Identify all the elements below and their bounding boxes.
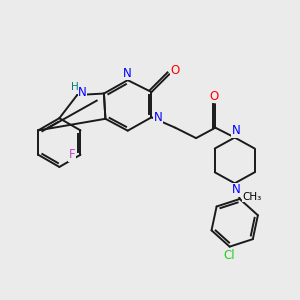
Text: N: N: [232, 124, 241, 137]
Text: O: O: [170, 64, 179, 77]
Text: CH₃: CH₃: [243, 192, 262, 202]
Text: N: N: [123, 67, 132, 80]
Text: O: O: [210, 90, 219, 103]
Text: Cl: Cl: [224, 249, 236, 262]
Text: F: F: [69, 148, 75, 161]
Text: N: N: [232, 183, 241, 196]
Text: H: H: [71, 82, 79, 92]
Text: N: N: [154, 111, 162, 124]
Text: N: N: [78, 86, 87, 99]
